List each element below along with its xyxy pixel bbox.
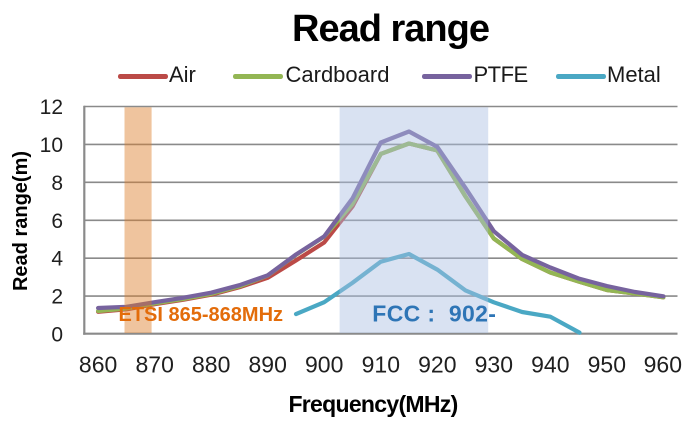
svg-text:880: 880 — [192, 352, 230, 378]
svg-text:950: 950 — [588, 352, 626, 378]
svg-text:960: 960 — [644, 352, 682, 378]
svg-text:FCC : 902-: FCC : 902- — [372, 300, 496, 326]
svg-text:930: 930 — [475, 352, 513, 378]
svg-text:900: 900 — [305, 352, 343, 378]
svg-text:870: 870 — [136, 352, 174, 378]
svg-text:6: 6 — [51, 210, 63, 233]
svg-text:ETSI 865-868MHz: ETSI 865-868MHz — [119, 304, 284, 326]
svg-text:0: 0 — [51, 324, 63, 347]
svg-text:2: 2 — [51, 286, 63, 309]
svg-text:940: 940 — [531, 352, 569, 378]
svg-text:4: 4 — [51, 248, 63, 271]
svg-text:10: 10 — [40, 134, 63, 157]
svg-text:910: 910 — [362, 352, 400, 378]
svg-text:860: 860 — [79, 352, 117, 378]
svg-text:8: 8 — [51, 172, 63, 195]
svg-text:890: 890 — [249, 352, 287, 378]
svg-text:920: 920 — [418, 352, 456, 378]
svg-text:12: 12 — [40, 96, 63, 119]
